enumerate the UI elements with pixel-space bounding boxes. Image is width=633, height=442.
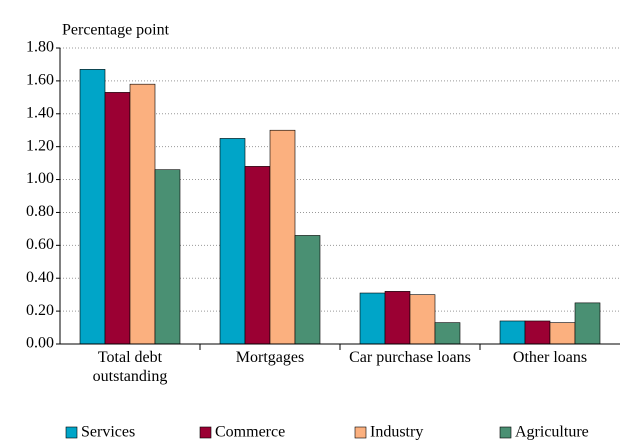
legend-label: Services <box>81 424 135 441</box>
bar <box>244 166 271 345</box>
y-tick-label: 0.40 <box>26 269 54 286</box>
x-tick-label: Other loans <box>512 349 588 366</box>
y-tick-label: 0.00 <box>26 335 54 352</box>
bar <box>499 320 526 345</box>
x-tick-label: Mortgages <box>235 349 305 366</box>
y-tick-label: 1.00 <box>26 170 54 187</box>
bar <box>79 69 106 345</box>
x-tick-label: Car purchase loans <box>349 349 471 366</box>
legend-label: Agriculture <box>515 424 589 441</box>
bar <box>154 169 181 345</box>
bar <box>574 302 601 345</box>
y-tick-label: 1.80 <box>26 39 54 56</box>
bar <box>409 294 436 345</box>
bar <box>294 235 321 345</box>
y-tick-label: 0.20 <box>26 302 54 319</box>
bar <box>434 322 461 345</box>
y-tick-label: 1.40 <box>26 104 54 121</box>
bar <box>359 292 386 345</box>
bar <box>104 92 131 345</box>
legend-swatch <box>499 426 512 439</box>
bar <box>129 83 156 345</box>
legend-swatch <box>199 426 212 439</box>
bar <box>219 138 246 345</box>
y-tick-label: 0.60 <box>26 236 54 253</box>
bar <box>384 291 411 345</box>
legend-swatch <box>354 426 367 439</box>
y-tick-label: 1.60 <box>26 72 54 89</box>
y-tick-label: 1.20 <box>26 137 54 154</box>
bar <box>549 322 576 345</box>
bar <box>269 129 296 345</box>
legend-label: Industry <box>370 424 423 441</box>
bar <box>524 320 551 345</box>
legend-swatch <box>65 426 78 439</box>
x-tick-label: Total debt outstanding <box>92 349 168 385</box>
legend-label: Commerce <box>215 424 285 441</box>
y-axis-label: Percentage point <box>62 22 170 39</box>
y-tick-label: 0.80 <box>26 203 54 220</box>
